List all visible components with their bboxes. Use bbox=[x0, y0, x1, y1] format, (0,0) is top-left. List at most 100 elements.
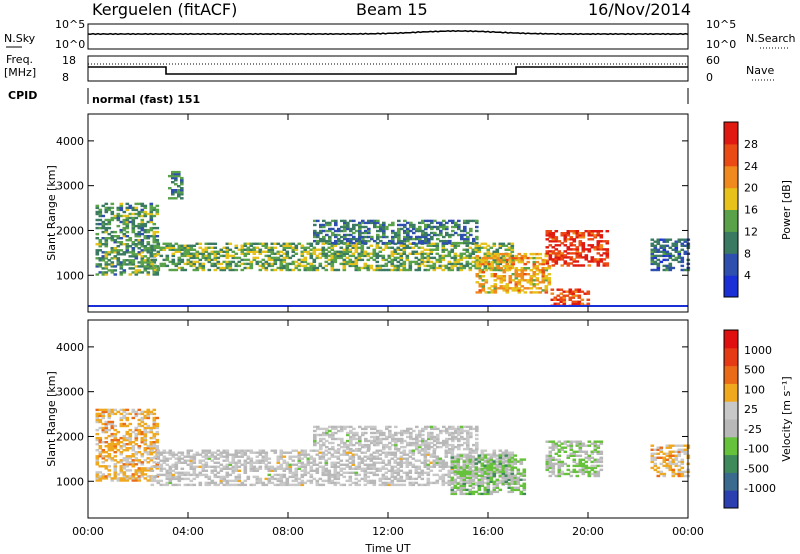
echo-cell bbox=[415, 445, 419, 449]
echo-cell bbox=[258, 242, 263, 245]
echo-cell bbox=[448, 241, 452, 245]
echo-cell bbox=[441, 465, 446, 468]
echo-cell bbox=[342, 268, 347, 272]
echo-cell bbox=[477, 458, 482, 461]
echo-cell bbox=[478, 289, 483, 292]
echo-cell bbox=[231, 453, 236, 456]
echo-cell bbox=[346, 433, 350, 437]
echo-cell bbox=[516, 480, 521, 483]
echo-cell bbox=[225, 481, 230, 485]
echo-cell bbox=[387, 256, 392, 260]
echo-cell bbox=[294, 248, 299, 251]
echo-cell bbox=[375, 268, 380, 272]
echo-cell bbox=[125, 226, 130, 230]
echo-cell bbox=[480, 468, 485, 471]
echo-cell bbox=[110, 206, 115, 210]
echo-cell bbox=[101, 251, 106, 254]
echo-cell bbox=[95, 251, 100, 254]
echo-cell bbox=[463, 225, 467, 229]
echo-cell bbox=[420, 461, 425, 464]
echo-cell bbox=[177, 475, 182, 479]
echo-cell bbox=[122, 261, 127, 264]
echo-cell bbox=[195, 465, 200, 468]
echo-cell bbox=[343, 227, 347, 231]
echo-cell bbox=[529, 291, 534, 294]
echo-cell bbox=[489, 466, 494, 469]
echo-cell bbox=[146, 251, 151, 254]
echo-cell bbox=[557, 468, 562, 472]
echo-cell bbox=[418, 443, 422, 447]
echo-cell bbox=[668, 256, 673, 260]
echo-cell bbox=[195, 260, 200, 264]
echo-cell bbox=[306, 268, 311, 272]
echo-cell bbox=[501, 464, 506, 467]
echo-cell bbox=[140, 228, 145, 232]
echo-cell bbox=[122, 228, 127, 232]
echo-cell bbox=[671, 458, 676, 461]
echo-cell bbox=[477, 467, 482, 470]
echo-cell bbox=[568, 290, 573, 293]
echo-cell bbox=[385, 241, 389, 245]
echo-cell bbox=[334, 229, 338, 233]
echo-cell bbox=[439, 441, 443, 445]
echo-cell bbox=[486, 250, 491, 253]
echo-cell bbox=[480, 462, 485, 465]
echo-cell bbox=[551, 250, 556, 253]
echo-cell bbox=[375, 264, 380, 268]
echo-cell bbox=[101, 271, 106, 274]
echo-cell bbox=[547, 283, 552, 286]
echo-cell bbox=[225, 471, 230, 474]
echo-cell bbox=[345, 451, 350, 454]
echo-cell bbox=[578, 252, 583, 255]
echo-cell bbox=[469, 447, 473, 451]
echo-cell bbox=[432, 459, 437, 462]
echo-cell bbox=[535, 260, 540, 264]
echo-cell bbox=[366, 467, 371, 470]
echo-cell bbox=[387, 483, 392, 487]
echo-cell bbox=[414, 467, 419, 470]
echo-cell bbox=[532, 267, 537, 270]
echo-cell bbox=[155, 432, 160, 436]
echo-cell bbox=[501, 455, 506, 458]
echo-cell bbox=[426, 252, 431, 255]
echo-cell bbox=[412, 437, 416, 441]
echo-cell bbox=[264, 483, 269, 487]
echo-cell bbox=[216, 465, 221, 468]
echo-cell bbox=[325, 445, 329, 449]
echo-cell bbox=[450, 264, 455, 268]
echo-cell bbox=[309, 469, 314, 472]
echo-cell bbox=[557, 450, 562, 453]
echo-cell bbox=[439, 225, 443, 229]
echo-cell bbox=[390, 465, 395, 468]
echo-cell bbox=[131, 455, 136, 458]
echo-cell bbox=[400, 429, 404, 433]
echo-cell bbox=[101, 426, 106, 430]
echo-cell bbox=[460, 241, 464, 245]
echo-cell bbox=[336, 475, 341, 479]
echo-cell bbox=[104, 218, 109, 222]
echo-cell bbox=[426, 467, 431, 470]
echo-cell bbox=[382, 443, 386, 447]
echo-cell bbox=[498, 242, 503, 245]
echo-cell bbox=[388, 431, 392, 435]
echo-cell bbox=[504, 476, 509, 479]
echo-cell bbox=[333, 481, 338, 485]
echo-cell bbox=[333, 475, 338, 479]
echo-cell bbox=[113, 438, 118, 442]
echo-cell bbox=[110, 265, 115, 268]
echo-cell bbox=[119, 451, 124, 454]
echo-cell bbox=[373, 223, 377, 227]
echo-cell bbox=[328, 447, 332, 451]
echo-cell bbox=[297, 258, 302, 262]
echo-cell bbox=[568, 292, 573, 295]
echo-cell bbox=[104, 241, 109, 244]
echo-cell bbox=[98, 438, 103, 442]
echo-cell bbox=[475, 429, 479, 433]
echo-cell bbox=[152, 422, 157, 426]
echo-cell bbox=[95, 432, 100, 436]
echo-cell bbox=[400, 441, 404, 445]
echo-cell bbox=[358, 223, 362, 227]
echo-cell bbox=[351, 453, 356, 456]
echo-cell bbox=[134, 216, 139, 220]
echo-cell bbox=[119, 261, 124, 264]
